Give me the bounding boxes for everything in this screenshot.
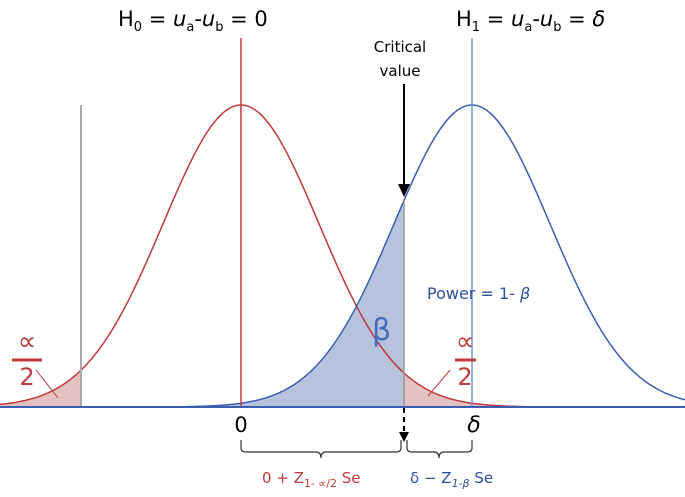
alpha-numerator: ∝ — [456, 327, 475, 357]
beta-label: β — [372, 313, 391, 348]
curves — [0, 104, 685, 408]
alpha-denominator: 2 — [19, 363, 34, 391]
pointer — [35, 369, 59, 399]
critical-label: Critical — [374, 38, 426, 56]
zero-label: 0 — [234, 413, 247, 437]
left-bracket-label: 0 + Z1- ∝/2 Se — [262, 469, 361, 490]
null-hypothesis: H0 = ua-ub = 0 — [118, 7, 268, 35]
alpha-tail — [404, 373, 685, 407]
bracket-left — [240, 440, 402, 459]
delta-label: δ — [467, 413, 480, 438]
arrowhead — [399, 432, 409, 442]
alpha-numerator: ∝ — [18, 327, 37, 357]
pointer — [427, 369, 451, 397]
beta-area — [0, 200, 404, 407]
critical-label: value — [380, 62, 421, 80]
right-bracket-label: δ − Z1-β Se — [410, 469, 493, 490]
alpha-tail — [0, 370, 81, 407]
arrowhead — [398, 184, 410, 197]
alpha-denominator: 2 — [457, 363, 472, 391]
bracket-right — [406, 440, 473, 459]
alt-hypothesis: H1 = ua-ub = δ — [456, 7, 605, 35]
power-label: Power = 1- β — [427, 284, 530, 303]
